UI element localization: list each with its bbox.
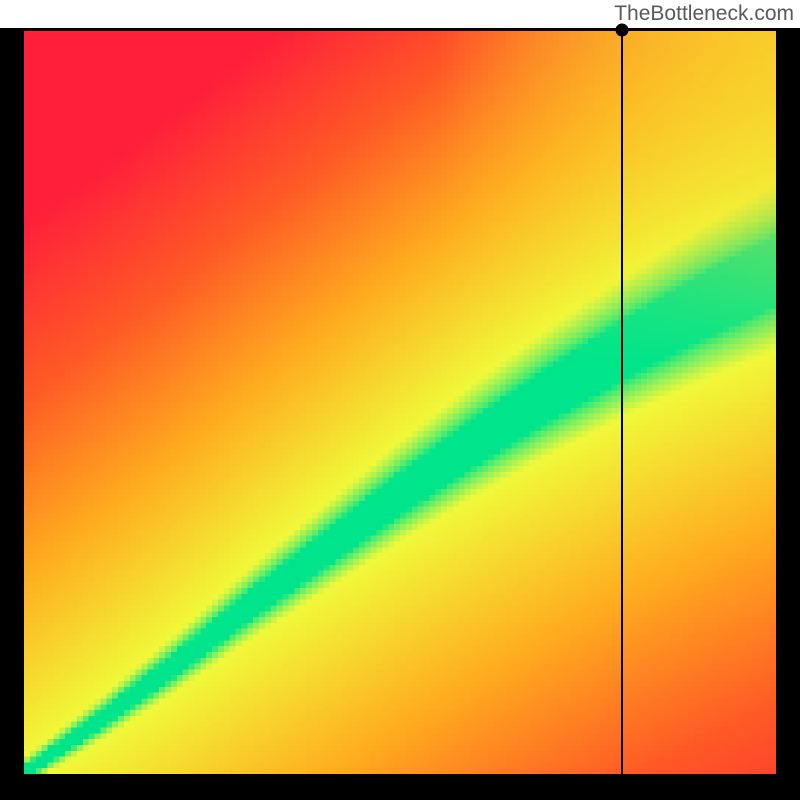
marker-vertical-line <box>621 30 623 774</box>
bottleneck-heatmap <box>0 28 800 800</box>
marker-horizontal-line <box>24 29 776 31</box>
watermark-text: TheBottleneck.com <box>614 2 794 26</box>
heatmap-canvas <box>24 30 776 774</box>
